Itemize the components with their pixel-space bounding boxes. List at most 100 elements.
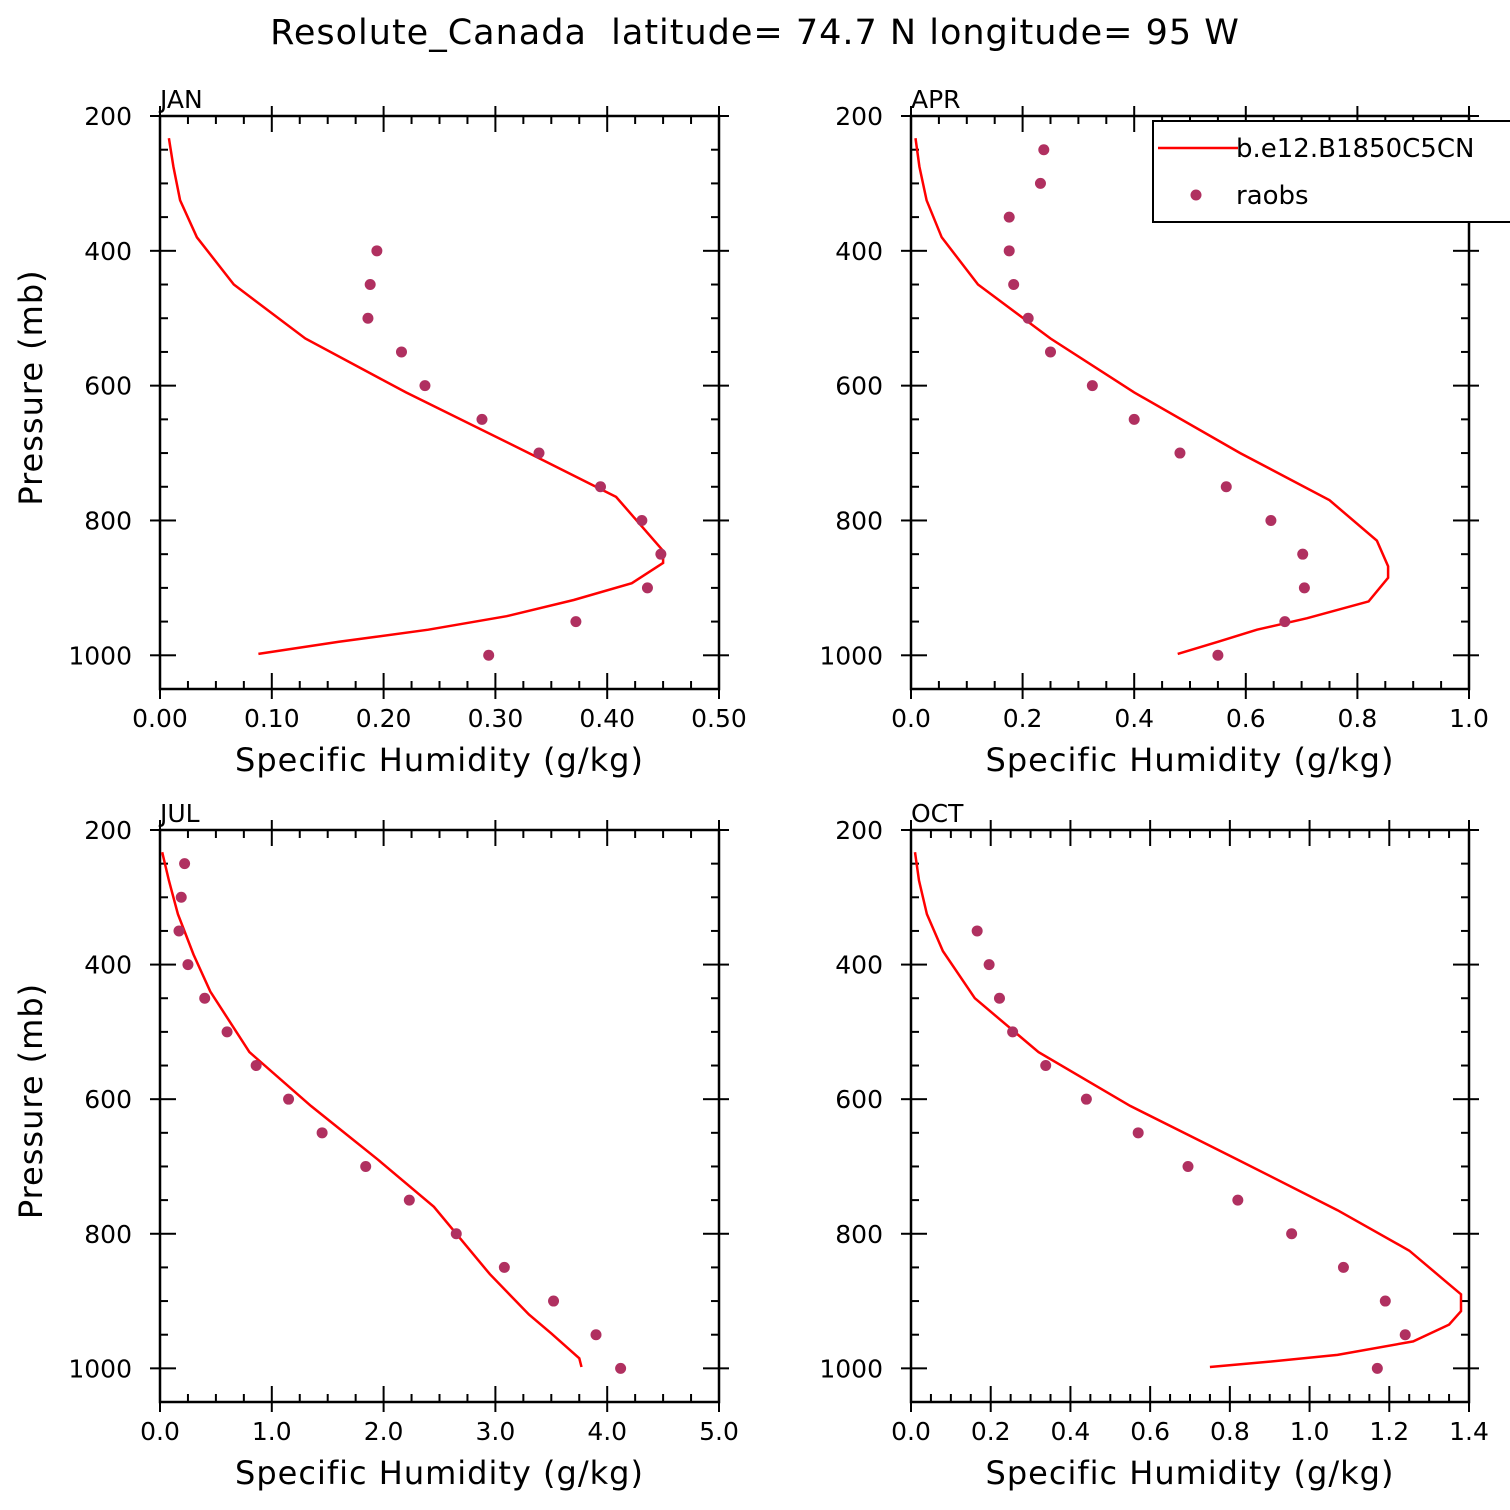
x-tick-label: 0.0 <box>891 1417 931 1446</box>
x-tick-label: 0.30 <box>468 704 524 733</box>
y-tick-label: 400 <box>835 237 883 266</box>
raobs-point <box>364 279 376 291</box>
series-line-model <box>914 138 1390 656</box>
y-tick-label: 600 <box>835 372 883 401</box>
x-tick-label: 1.0 <box>252 1417 292 1446</box>
y-tick-label: 1000 <box>819 641 883 670</box>
raobs-point <box>993 992 1005 1004</box>
y-tick-label: 600 <box>84 1085 132 1114</box>
raobs-point <box>570 616 582 628</box>
raobs-point <box>1279 616 1291 628</box>
y-tick-label: 200 <box>835 102 883 131</box>
y-tick-label: 800 <box>84 506 132 535</box>
raobs-point <box>641 582 653 594</box>
x-tick-label: 1.0 <box>1449 704 1489 733</box>
plot-frame <box>158 114 721 691</box>
raobs-point <box>1045 346 1056 358</box>
raobs-point <box>419 380 431 392</box>
series-line-model <box>167 138 665 656</box>
y-tick-label: 800 <box>84 1220 132 1249</box>
raobs-point <box>250 1060 262 1072</box>
raobs-point <box>450 1228 462 1240</box>
y-tick-label: 600 <box>84 372 132 401</box>
x-axis-label: Specific Humidity (g/kg) <box>986 741 1395 779</box>
panel-oct: OCT 200 400 600 800 1000 0.0 0.2 0.4 0.6 0.8 1.0 1.2… <box>819 799 1489 1492</box>
raobs-point <box>1003 245 1015 257</box>
y-tick-label: 1000 <box>68 641 132 670</box>
raobs-point <box>1003 211 1015 223</box>
raobs-point <box>1337 1261 1349 1273</box>
y-tick-label: 400 <box>835 951 883 980</box>
x-tick-label: 0.20 <box>356 704 412 733</box>
legend-entry-raobs: raobs <box>1236 181 1309 211</box>
raobs-point <box>1038 144 1050 156</box>
raobs-point <box>1212 649 1224 661</box>
y-tick-label: 200 <box>84 102 132 131</box>
y-tick-label: 400 <box>84 951 132 980</box>
x-tick-label: 0.6 <box>1130 1417 1170 1446</box>
raobs-point <box>1232 1194 1244 1206</box>
plot-frame <box>909 828 1471 1404</box>
y-axis-label: Pressure (mb) <box>12 983 50 1219</box>
y-axis-label: Pressure (mb) <box>12 269 50 505</box>
x-tick-label: 1.4 <box>1449 1417 1489 1446</box>
panel-label: JUL <box>158 799 200 828</box>
x-tick-label: 0.2 <box>971 1417 1011 1446</box>
raobs-point <box>615 1362 627 1374</box>
raobs-point <box>498 1261 510 1273</box>
raobs-point <box>1007 1026 1019 1038</box>
raobs-point <box>1128 413 1140 425</box>
series-line-model <box>913 852 1463 1369</box>
raobs-point <box>476 413 488 425</box>
raobs-point <box>362 312 374 324</box>
x-tick-label: 0.0 <box>140 1417 180 1446</box>
raobs-point <box>283 1093 295 1105</box>
raobs-point <box>371 245 383 257</box>
y-tick-label: 600 <box>835 1085 883 1114</box>
y-tick-label: 400 <box>84 237 132 266</box>
raobs-point <box>533 447 545 459</box>
y-tick-label: 200 <box>835 816 883 845</box>
legend: b.e12.B1850C5CN raobs <box>1152 120 1510 223</box>
legend-box <box>1152 120 1510 223</box>
x-axis-label: Specific Humidity (g/kg) <box>235 1454 644 1492</box>
plot-frame <box>158 828 721 1404</box>
raobs-point <box>1379 1295 1391 1307</box>
panel-label: JAN <box>158 85 203 114</box>
raobs-point <box>179 858 191 870</box>
raobs-point <box>1297 548 1309 560</box>
panel-label: APR <box>911 85 961 114</box>
panel-jan: JAN 200 400 600 800 1000 0.00 0.10 0.20 0.30 0.40 0… <box>12 85 747 779</box>
x-tick-label: 0.40 <box>579 704 635 733</box>
raobs-point <box>983 959 995 971</box>
raobs-point <box>548 1295 560 1307</box>
panel-apr: APR 200 400 600 800 1000 0.0 0.2 0.4 0.6 0.8 1.0 Spe… <box>819 85 1489 779</box>
raobs-point <box>1008 279 1020 291</box>
panel-jul: JUL 200 400 600 800 1000 0.0 1.0 2.0 3.0 4.0 5.0 Spe… <box>12 799 739 1492</box>
raobs-point <box>971 925 983 937</box>
x-axis-label: Specific Humidity (g/kg) <box>235 741 644 779</box>
raobs-point <box>173 925 185 937</box>
raobs-point <box>395 346 407 358</box>
x-axis-label: Specific Humidity (g/kg) <box>986 1454 1395 1492</box>
x-tick-label: 5.0 <box>699 1417 739 1446</box>
raobs-point <box>175 891 187 903</box>
x-tick-label: 4.0 <box>587 1417 627 1446</box>
x-tick-label: 3.0 <box>476 1417 516 1446</box>
raobs-point <box>221 1026 233 1038</box>
raobs-point <box>1286 1228 1298 1240</box>
raobs-point <box>1132 1127 1144 1139</box>
x-tick-label: 0.8 <box>1210 1417 1250 1446</box>
raobs-point <box>1034 177 1046 189</box>
raobs-point <box>1265 514 1277 526</box>
x-tick-label: 0.8 <box>1338 704 1378 733</box>
x-tick-label: 0.4 <box>1051 1417 1091 1446</box>
raobs-point <box>1040 1060 1052 1072</box>
y-tick-label: 1000 <box>68 1354 132 1383</box>
raobs-point <box>403 1194 415 1206</box>
x-tick-label: 0.0 <box>891 704 931 733</box>
figure-title: Resolute_Canada latitude= 74.7 N longitu… <box>270 13 1240 53</box>
raobs-point <box>1086 380 1098 392</box>
raobs-point <box>483 649 495 661</box>
legend-dot-swatch <box>1190 189 1202 201</box>
